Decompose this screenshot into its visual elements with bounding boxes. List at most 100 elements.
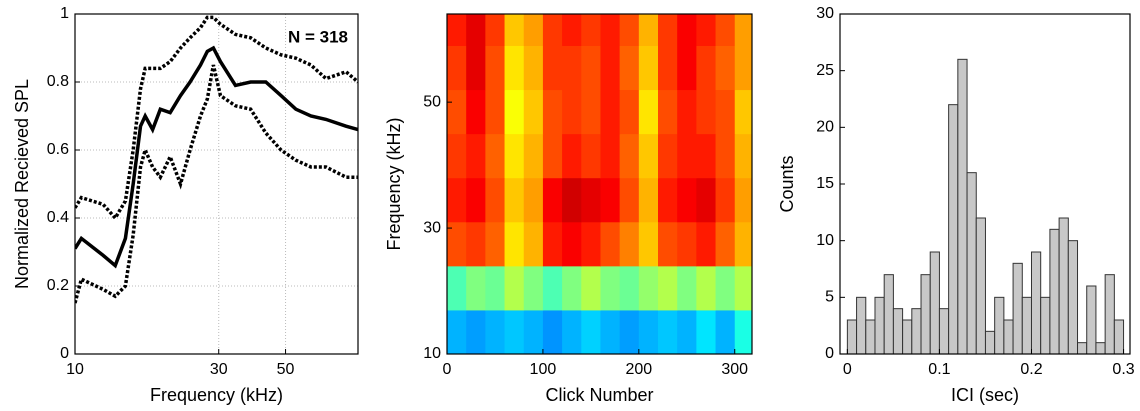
bar [1021, 296, 1032, 354]
heat-cell [466, 14, 486, 46]
y-tick-label: 5 [825, 289, 834, 306]
heat-cell [658, 265, 678, 311]
bar [1003, 319, 1014, 354]
heat-cell [485, 89, 506, 135]
heat-cell [562, 221, 582, 267]
heat-cell [619, 265, 640, 311]
bar [911, 308, 922, 354]
heat-cell [734, 45, 752, 91]
heat-cell [466, 221, 486, 267]
y-tick-label: 1 [60, 5, 69, 22]
heat-cell [523, 133, 544, 179]
y-tick-label: 30 [423, 219, 441, 236]
axes-box [74, 13, 359, 355]
heat-cell [600, 45, 621, 91]
bar [1040, 296, 1051, 354]
heat-cell [581, 265, 601, 311]
heat-cell [466, 89, 486, 135]
bar [938, 308, 950, 354]
bar [1077, 342, 1088, 354]
heat-cell [542, 265, 563, 311]
heat-cell [581, 221, 601, 267]
heat-cell [485, 177, 506, 223]
heat-cell [677, 133, 697, 179]
annotation: N = 318 [288, 27, 348, 46]
heat-cell [658, 133, 678, 179]
bar [920, 274, 931, 354]
x-axis-label: Click Number [545, 385, 653, 405]
heat-cell [523, 265, 544, 311]
x-tick-label: 200 [625, 361, 652, 378]
bar [892, 308, 904, 354]
heat-cell [581, 309, 601, 354]
heat-cell [523, 45, 544, 91]
x-axis-label: ICI (sec) [951, 385, 1019, 405]
x-tick-label: 0.1 [928, 361, 950, 378]
plot-area [447, 14, 752, 354]
heat-cell [485, 45, 506, 91]
heat-cell [715, 309, 736, 354]
heat-cell [715, 14, 736, 46]
heat-cell [677, 89, 697, 135]
x-tick-label: 0 [443, 361, 452, 378]
bar [929, 251, 940, 354]
heat-cell [504, 177, 525, 223]
heat-cell [677, 14, 697, 46]
heat-cell [638, 221, 659, 267]
heat-cell [696, 177, 717, 223]
heat-cell [619, 309, 640, 354]
heat-cell [504, 14, 525, 46]
axes-box [446, 13, 753, 355]
heat-cell [600, 221, 621, 267]
x-tick-label: 0.3 [1112, 361, 1134, 378]
heat-cell [696, 221, 717, 267]
heat-cell [447, 45, 467, 91]
heat-cell [734, 177, 752, 223]
heat-cell [466, 309, 486, 354]
heat-cell [619, 14, 640, 46]
heat-cell [542, 309, 563, 354]
heat-cell [734, 89, 752, 135]
bar [975, 217, 986, 354]
line [75, 15, 358, 221]
heat-cell [658, 221, 678, 267]
heat-cell [715, 221, 736, 267]
bar [966, 172, 977, 354]
heat-cell [485, 14, 506, 46]
y-tick-label: 30 [816, 5, 834, 22]
heat-cell [696, 89, 717, 135]
heat-cell [504, 133, 525, 179]
bar [1095, 342, 1106, 354]
y-tick-label: 0.4 [47, 209, 69, 226]
heat-cell [485, 265, 506, 311]
bar [883, 274, 894, 354]
x-tick-label: 50 [277, 361, 295, 378]
bar [957, 58, 968, 354]
heat-cell [562, 309, 582, 354]
heat-cell [562, 177, 582, 223]
heat-cell [677, 221, 697, 267]
heat-cell [504, 265, 525, 311]
plot-area [846, 58, 1125, 354]
x-tick-label: 0.2 [1020, 361, 1042, 378]
heat-cell [734, 133, 752, 179]
heat-cell [542, 45, 563, 91]
heat-cell [447, 133, 467, 179]
heat-cell [447, 177, 467, 223]
heat-cell [696, 309, 717, 354]
heat-cell [562, 265, 582, 311]
heat-cell [562, 14, 582, 46]
heat-cell [658, 177, 678, 223]
bar [1113, 319, 1125, 354]
heat-cell [734, 14, 752, 46]
heat-cell [734, 221, 752, 267]
heat-cell [504, 309, 525, 354]
heat-cell [638, 309, 659, 354]
heat-cell [638, 89, 659, 135]
heat-cell [658, 89, 678, 135]
x-tick-label: 300 [721, 361, 748, 378]
heat-cell [485, 133, 506, 179]
y-tick-label: 0 [60, 345, 69, 362]
heat-cell [715, 177, 736, 223]
heat-cell [638, 177, 659, 223]
